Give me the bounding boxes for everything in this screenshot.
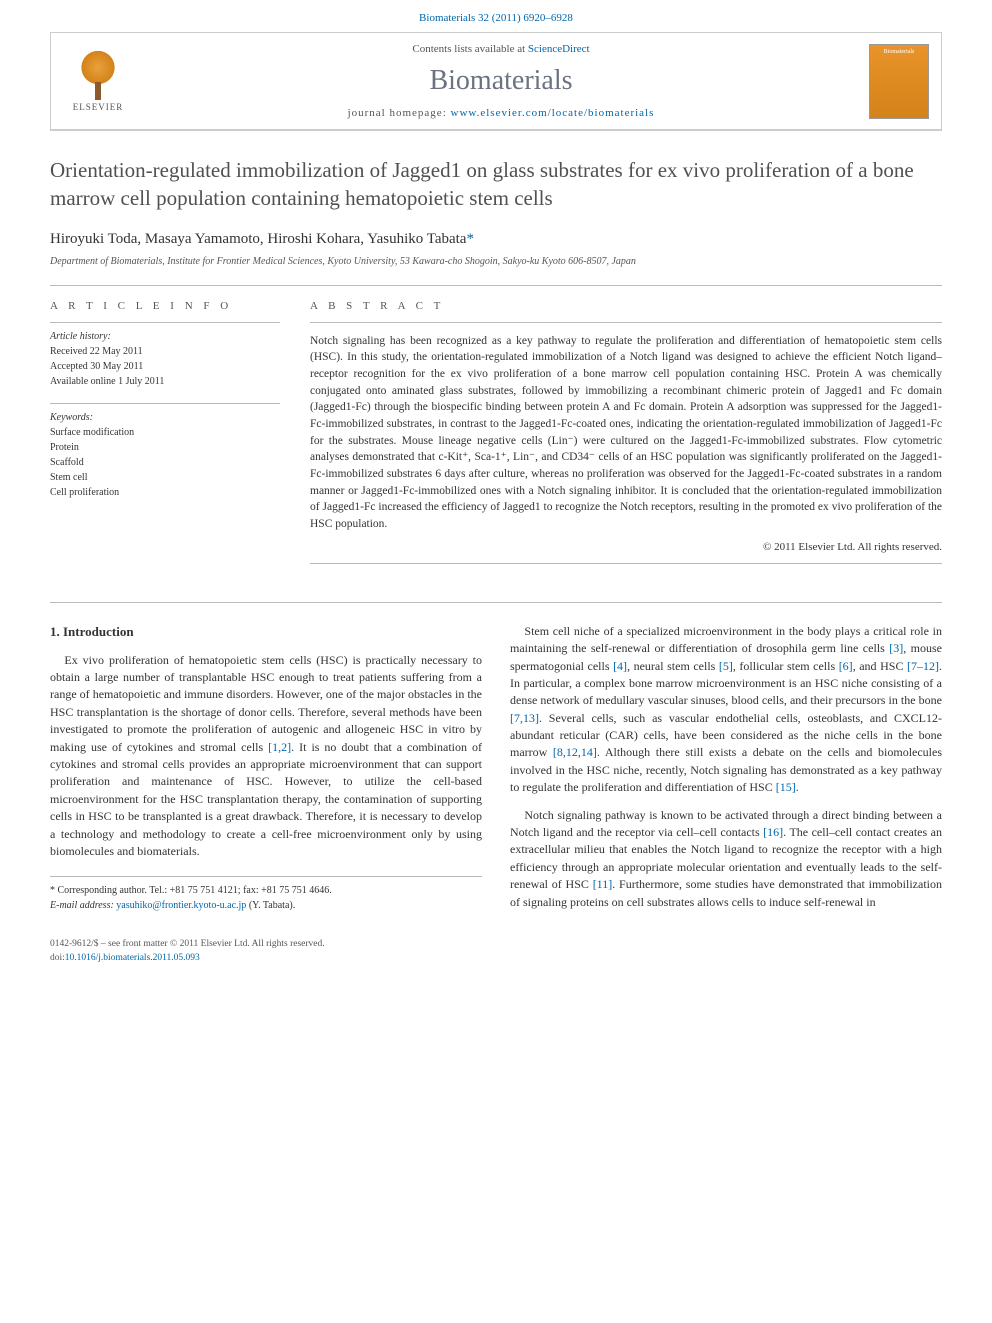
ref-link[interactable]: [8,12,14]	[553, 745, 597, 759]
authors-line: Hiroyuki Toda, Masaya Yamamoto, Hiroshi …	[50, 231, 942, 248]
cover-thumb-label: Biomaterials	[870, 49, 928, 55]
homepage-prefix: journal homepage:	[348, 107, 451, 119]
ref-link[interactable]: [7–12]	[907, 659, 939, 673]
body-columns: 1. Introduction Ex vivo proliferation of…	[50, 623, 942, 917]
elsevier-logo: ELSEVIER	[63, 46, 133, 116]
keywords-block: Keywords: Surface modification Protein S…	[50, 403, 280, 500]
journal-homepage-link[interactable]: www.elsevier.com/locate/biomaterials	[451, 107, 655, 119]
keywords-label: Keywords:	[50, 412, 280, 423]
abstract-copyright: © 2011 Elsevier Ltd. All rights reserved…	[310, 541, 942, 553]
keyword-item: Surface modification	[50, 425, 280, 440]
body-text: Ex vivo proliferation of hematopoietic s…	[50, 653, 482, 754]
masthead: ELSEVIER Contents lists available at Sci…	[50, 32, 942, 131]
footer-bar: 0142-9612/$ – see front matter © 2011 El…	[50, 937, 942, 966]
masthead-top-row: ELSEVIER Contents lists available at Sci…	[51, 33, 941, 130]
masthead-center: Contents lists available at ScienceDirec…	[133, 43, 869, 119]
abstract-col: A B S T R A C T Notch signaling has been…	[310, 300, 942, 574]
corresponding-author-mark[interactable]: *	[466, 231, 474, 247]
history-accepted: Accepted 30 May 2011	[50, 359, 280, 374]
keyword-item: Protein	[50, 440, 280, 455]
ref-link[interactable]: [5]	[719, 659, 733, 673]
abstract-heading: A B S T R A C T	[310, 300, 942, 312]
elsevier-tree-icon	[73, 50, 123, 100]
intro-para-3: Notch signaling pathway is known to be a…	[510, 807, 942, 911]
email-suffix: (Y. Tabata).	[246, 900, 295, 911]
abstract-text: Notch signaling has been recognized as a…	[310, 333, 942, 533]
affiliation: Department of Biomaterials, Institute fo…	[50, 256, 942, 267]
history-received: Received 22 May 2011	[50, 344, 280, 359]
keyword-item: Scaffold	[50, 455, 280, 470]
contents-available-line: Contents lists available at ScienceDirec…	[133, 43, 869, 55]
divider	[310, 322, 942, 323]
corresponding-author-footnote: * Corresponding author. Tel.: +81 75 751…	[50, 883, 482, 898]
journal-cover-thumb: Biomaterials	[869, 44, 929, 119]
header-citation: Biomaterials 32 (2011) 6920–6928	[0, 0, 992, 32]
footnotes-block: * Corresponding author. Tel.: +81 75 751…	[50, 876, 482, 913]
body-text: Stem cell niche of a specialized microen…	[510, 624, 942, 655]
ref-link[interactable]: [6]	[839, 659, 853, 673]
body-text: , and HSC	[853, 659, 907, 673]
body-text: , neural stem cells	[627, 659, 719, 673]
authors-text: Hiroyuki Toda, Masaya Yamamoto, Hiroshi …	[50, 231, 466, 247]
section-divider	[50, 602, 942, 603]
ref-link[interactable]: [15]	[776, 780, 796, 794]
citation-link[interactable]: Biomaterials 32 (2011) 6920–6928	[419, 12, 573, 24]
keyword-item: Stem cell	[50, 470, 280, 485]
history-label: Article history:	[50, 331, 280, 342]
sciencedirect-link[interactable]: ScienceDirect	[528, 43, 590, 55]
info-abstract-row: A R T I C L E I N F O Article history: R…	[50, 300, 942, 574]
ref-link[interactable]: [16]	[763, 825, 783, 839]
section-1-heading: 1. Introduction	[50, 623, 482, 642]
issn-line: 0142-9612/$ – see front matter © 2011 El…	[50, 937, 942, 951]
intro-para-1: Ex vivo proliferation of hematopoietic s…	[50, 652, 482, 861]
ref-link[interactable]: [11]	[593, 877, 613, 891]
doi-prefix: doi:	[50, 953, 65, 963]
email-footnote: E-mail address: yasuhiko@frontier.kyoto-…	[50, 898, 482, 913]
history-available: Available online 1 July 2011	[50, 374, 280, 389]
journal-homepage-line: journal homepage: www.elsevier.com/locat…	[133, 107, 869, 119]
article-container: Orientation-regulated immobilization of …	[0, 156, 992, 917]
ref-link[interactable]: [1,2]	[268, 740, 291, 754]
email-label: E-mail address:	[50, 900, 116, 911]
ref-link[interactable]: [4]	[613, 659, 627, 673]
intro-para-2: Stem cell niche of a specialized microen…	[510, 623, 942, 797]
email-link[interactable]: yasuhiko@frontier.kyoto-u.ac.jp	[116, 900, 246, 911]
ref-link[interactable]: [7,13]	[510, 711, 539, 725]
body-text: , follicular stem cells	[733, 659, 839, 673]
divider	[310, 563, 942, 564]
article-info-col: A R T I C L E I N F O Article history: R…	[50, 300, 280, 574]
contents-prefix: Contents lists available at	[412, 43, 527, 55]
body-text: .	[796, 780, 799, 794]
article-history-block: Article history: Received 22 May 2011 Ac…	[50, 322, 280, 389]
publisher-name: ELSEVIER	[73, 102, 124, 112]
journal-title: Biomaterials	[133, 65, 869, 97]
ref-link[interactable]: [3]	[889, 641, 903, 655]
article-info-heading: A R T I C L E I N F O	[50, 300, 280, 312]
doi-line: doi:10.1016/j.biomaterials.2011.05.093	[50, 951, 942, 965]
article-title: Orientation-regulated immobilization of …	[50, 156, 942, 213]
keyword-item: Cell proliferation	[50, 485, 280, 500]
divider	[50, 285, 942, 286]
doi-link[interactable]: 10.1016/j.biomaterials.2011.05.093	[65, 953, 200, 963]
body-text: . It is no doubt that a combination of c…	[50, 740, 482, 858]
